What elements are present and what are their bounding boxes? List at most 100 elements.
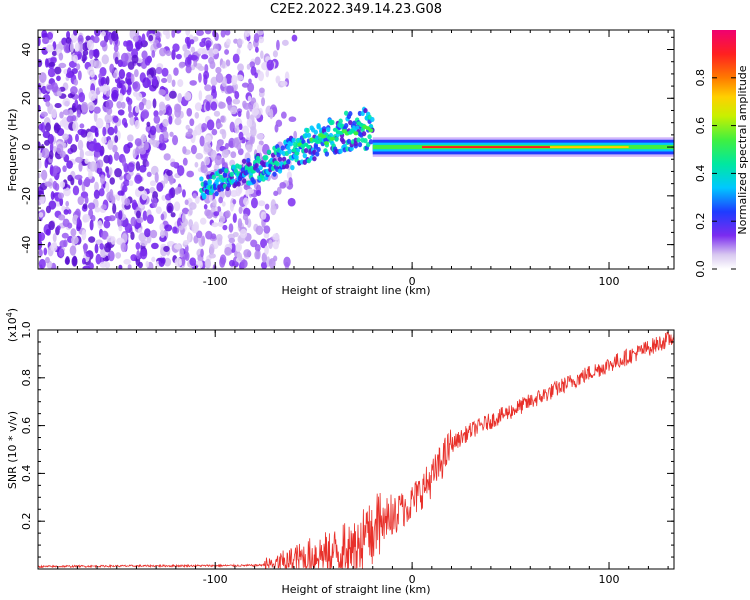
spectrogram-noise-cell	[95, 117, 104, 129]
spectrogram-noise-cell	[70, 143, 78, 153]
spectrogram-noise-cell	[42, 94, 51, 103]
spectrogram-noise-cell	[153, 115, 161, 124]
spectrogram-noise-cell	[117, 190, 125, 196]
spectrogram-noise-cell	[204, 209, 211, 217]
spectrogram-noise-cell	[187, 57, 191, 65]
spectrogram-signal-cell	[348, 119, 353, 126]
spectrogram-noise-cell	[210, 101, 218, 111]
spectrogram-signal-cell	[346, 138, 352, 145]
spectrogram-noise-cell	[114, 135, 119, 143]
spectrogram-noise-cell	[93, 111, 98, 122]
spectrogram-signal-core	[368, 128, 374, 133]
spectrogram-noise-cell	[75, 133, 79, 143]
spectrogram-noise-cell	[172, 43, 180, 52]
spectrogram-noise-cell	[58, 248, 64, 257]
spectrogram-noise-cell	[42, 36, 50, 45]
spectrogram-noise-cell	[159, 47, 167, 57]
spectrogram-noise-cell	[82, 203, 88, 210]
spectrogram-noise-cell	[200, 248, 204, 258]
spectrogram-signal-cell	[241, 158, 247, 164]
spectrogram-noise-cell	[232, 137, 240, 148]
spectrogram-noise-cell	[243, 184, 251, 191]
spectrogram-noise-cell	[175, 53, 182, 60]
spectrogram-noise-cell	[166, 202, 174, 214]
spectrogram-noise-cell	[109, 63, 115, 74]
spectrogram-noise-cell	[165, 50, 172, 57]
spectrogram-noise-cell	[143, 141, 149, 151]
spectrogram-y-tick-label: 20	[20, 91, 33, 105]
spectrogram-noise-cell	[54, 66, 62, 75]
spectrogram-noise-cell	[49, 142, 54, 153]
spectrogram-noise-cell	[153, 110, 159, 118]
spectrogram-noise-cell	[101, 136, 108, 144]
spectrogram-noise-cell	[189, 80, 197, 86]
spectrogram-noise-cell	[238, 206, 243, 214]
spectrogram-noise-cell	[152, 75, 158, 87]
spectrogram-noise-cell	[73, 30, 78, 36]
spectrogram-noise-cell	[195, 152, 204, 160]
spectrogram-noise-cell	[72, 185, 80, 196]
spectrogram-noise-cell	[101, 204, 107, 210]
spectrogram-noise-cell	[79, 148, 84, 160]
spectrogram-noise-cell	[149, 180, 157, 187]
spectrogram-noise-cell	[58, 214, 66, 221]
spectrogram-noise-cell	[139, 248, 148, 260]
spectrogram-noise-cell	[128, 180, 134, 187]
spectrogram-noise-cell	[147, 79, 152, 88]
spectrogram-noise-cell	[246, 43, 254, 50]
spectrogram-noise-cell	[203, 74, 208, 86]
colorbar-ticks: 0.0 0.2 0.4 0.6 0.8	[694, 69, 736, 278]
spectrogram-noise-cell	[87, 66, 95, 76]
spectrogram-noise-cell	[99, 149, 104, 157]
spectrogram-noise-cell	[77, 70, 82, 81]
spectrogram-noise-cell	[260, 211, 267, 220]
spectrogram-noise-cell	[247, 82, 255, 93]
spectrogram-noise-cell	[273, 190, 279, 197]
spectrogram-noise-cell	[131, 54, 139, 64]
spectrogram-noise-cell	[118, 225, 123, 232]
spectrogram-y-tick-label: -20	[20, 187, 33, 205]
spectrogram-noise-cell	[156, 182, 164, 192]
spectrogram-noise-cell	[206, 42, 210, 51]
spectrogram-noise-cell	[100, 174, 106, 185]
spectrogram-noise-cell	[211, 84, 217, 94]
spectrogram-noise-cell	[221, 60, 226, 69]
spectrogram-noise-cell	[38, 152, 43, 159]
spectrogram-noise-cell	[135, 30, 140, 38]
spectrogram-noise-cell	[92, 36, 100, 44]
spectrogram-noise-cell	[260, 50, 264, 59]
spectrogram-noise-cell	[141, 109, 150, 119]
spectrogram-noise-cell	[138, 232, 147, 242]
spectrogram-noise-cell	[112, 72, 117, 79]
spectrogram-noise-cell	[251, 108, 260, 116]
spectrogram-y-tick-label: -40	[20, 236, 33, 254]
spectrogram-noise-cell	[63, 187, 71, 197]
spectrogram-noise-cell	[174, 257, 182, 268]
spectrogram-signal-cell	[368, 139, 374, 145]
spectrogram-noise-cell	[213, 211, 220, 217]
spectrogram-noise-cell	[280, 111, 287, 119]
spectrogram-noise-cell	[50, 57, 57, 64]
spectrogram-noise-cell	[112, 115, 119, 123]
spectrogram-noise-cell	[181, 256, 186, 266]
spectrogram-signal-cell	[224, 168, 229, 174]
spectrogram-noise-cell	[130, 73, 135, 84]
spectrogram-noise-cell	[113, 151, 120, 161]
spectrogram-noise-cell	[89, 161, 97, 172]
spectrogram-noise-cell	[240, 259, 248, 269]
spectrogram-noise-cell	[155, 206, 162, 215]
snr-x-label: Height of straight line (km)	[281, 583, 430, 596]
spectrogram-noise-cell	[59, 111, 64, 119]
spectrogram-noise-cell	[48, 220, 55, 231]
spectrogram-signal-cell	[370, 116, 375, 123]
colorbar-tick-label: 0.4	[694, 165, 707, 183]
spectrogram-noise-cell	[62, 142, 67, 149]
spectrogram-noise-cell	[182, 157, 188, 166]
spectrogram-noise-cell	[217, 221, 224, 227]
spectrogram-noise-cell	[102, 126, 107, 137]
spectrogram-noise-cell	[178, 225, 184, 231]
spectrogram-signal-cell	[315, 151, 320, 157]
spectrogram-noise-cell	[142, 210, 148, 221]
spectrogram-noise-cell	[233, 38, 239, 44]
spectrogram-noise-cell	[59, 119, 67, 127]
